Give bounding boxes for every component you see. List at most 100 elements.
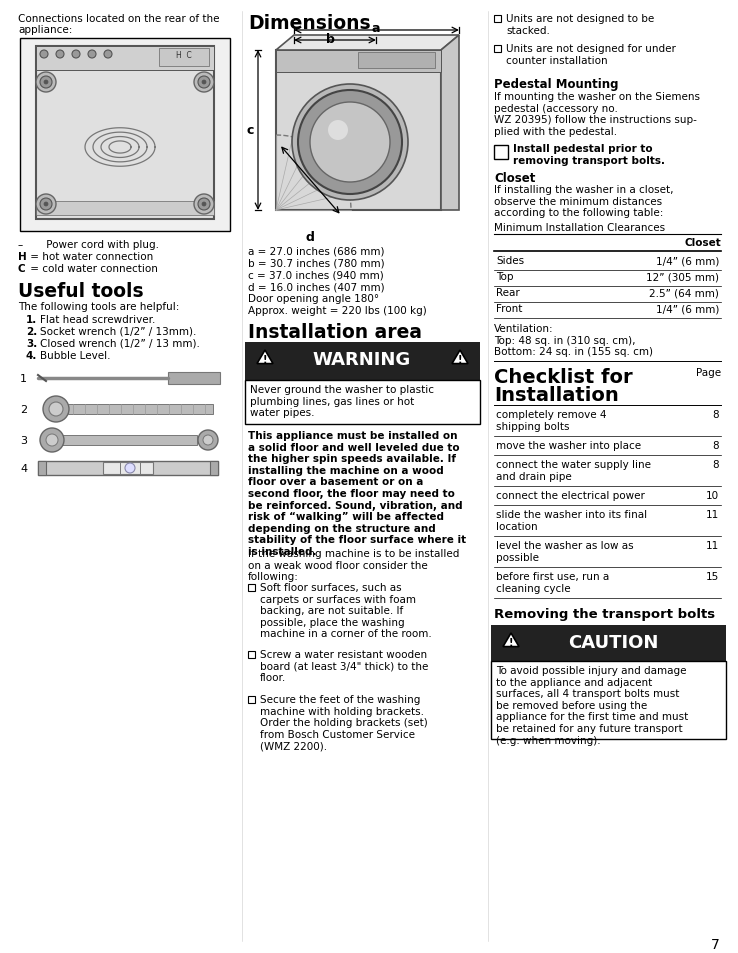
Text: Closet: Closet: [684, 237, 721, 248]
Text: Units are not designed to be
stacked.: Units are not designed to be stacked.: [506, 14, 655, 35]
Bar: [245, 343, 480, 380]
Circle shape: [40, 429, 64, 453]
Bar: [62, 436, 197, 446]
Text: Connections located on the rear of the: Connections located on the rear of the: [18, 14, 219, 24]
Text: before first use, run a
cleaning cycle: before first use, run a cleaning cycle: [496, 572, 610, 593]
Text: Top: Top: [496, 272, 514, 282]
Circle shape: [44, 81, 48, 85]
Text: 1: 1: [20, 374, 27, 384]
Bar: [276, 51, 441, 73]
Polygon shape: [503, 634, 519, 647]
Circle shape: [198, 431, 218, 451]
Circle shape: [198, 199, 210, 211]
Bar: [36, 47, 214, 71]
Text: Useful tools: Useful tools: [18, 282, 144, 301]
Text: Soft floor surfaces, such as
carpets or surfaces with foam
backing, are not suit: Soft floor surfaces, such as carpets or …: [260, 582, 432, 639]
Bar: [68, 405, 213, 415]
Text: If the washing machine is to be installed
on a weak wood floor consider the
foll: If the washing machine is to be installe…: [248, 548, 459, 581]
Text: Closet: Closet: [494, 172, 535, 185]
Text: 8: 8: [712, 440, 719, 451]
Bar: [168, 373, 220, 385]
Text: d: d: [306, 231, 314, 244]
Text: b = 30.7 inches (780 mm): b = 30.7 inches (780 mm): [248, 257, 384, 268]
Text: 11: 11: [706, 510, 719, 519]
Circle shape: [43, 396, 69, 422]
Text: = hot water connection: = hot water connection: [27, 252, 154, 262]
Text: 2.5” (64 mm): 2.5” (64 mm): [649, 288, 719, 297]
Text: Power cord with plug.: Power cord with plug.: [30, 240, 159, 250]
Bar: [491, 661, 726, 740]
Circle shape: [328, 121, 348, 141]
Text: Page: Page: [696, 368, 721, 377]
Text: Front: Front: [496, 304, 523, 314]
Text: 2.: 2.: [26, 327, 37, 336]
Bar: [245, 380, 480, 424]
Text: 4.: 4.: [26, 351, 38, 360]
Bar: [358, 53, 435, 69]
Text: Door opening angle 180°: Door opening angle 180°: [248, 294, 379, 304]
Bar: [491, 625, 726, 661]
Polygon shape: [276, 36, 459, 51]
Text: To avoid possible injury and damage
to the appliance and adjacent
surfaces, all : To avoid possible injury and damage to t…: [496, 665, 689, 745]
Bar: [36, 47, 214, 220]
Circle shape: [56, 51, 64, 59]
Bar: [103, 462, 153, 475]
Text: Ventilation:
Top: 48 sq. in (310 sq. cm),
Bottom: 24 sq. in (155 sq. cm): Ventilation: Top: 48 sq. in (310 sq. cm)…: [494, 324, 653, 356]
Bar: [20, 39, 230, 232]
Circle shape: [202, 81, 206, 85]
Text: 1/4” (6 mm): 1/4” (6 mm): [655, 255, 719, 266]
Text: H  C: H C: [176, 51, 192, 60]
Text: Closed wrench (1/2” / 13 mm).: Closed wrench (1/2” / 13 mm).: [40, 338, 200, 349]
Circle shape: [198, 77, 210, 89]
Circle shape: [40, 77, 52, 89]
Text: appliance:: appliance:: [18, 25, 72, 35]
Text: Socket wrench (1/2” / 13mm).: Socket wrench (1/2” / 13mm).: [40, 327, 196, 336]
Text: C: C: [18, 264, 26, 274]
Text: Dimensions: Dimensions: [248, 14, 370, 33]
Text: Installation: Installation: [494, 386, 618, 405]
Text: !: !: [458, 355, 462, 364]
Text: 1.: 1.: [26, 314, 37, 325]
Circle shape: [203, 436, 213, 446]
Text: !: !: [263, 355, 267, 364]
Circle shape: [292, 85, 408, 201]
Bar: [494, 16, 501, 23]
Bar: [159, 49, 209, 67]
Bar: [494, 46, 501, 53]
Text: CAUTION: CAUTION: [568, 634, 658, 651]
Text: If mounting the washer on the Siemens
pedestal (accessory no.
WZ 20395) follow t: If mounting the washer on the Siemens pe…: [494, 91, 700, 136]
Text: This appliance must be installed on
a solid floor and well leveled due to
the hi: This appliance must be installed on a so…: [248, 431, 466, 557]
Text: Approx. weight = 220 lbs (100 kg): Approx. weight = 220 lbs (100 kg): [248, 306, 427, 315]
Bar: [248, 697, 255, 703]
Text: Flat head screwdriver.: Flat head screwdriver.: [40, 314, 156, 325]
Circle shape: [202, 203, 206, 207]
Text: connect the water supply line
and drain pipe: connect the water supply line and drain …: [496, 459, 651, 481]
Text: Never ground the washer to plastic
plumbing lines, gas lines or hot
water pipes.: Never ground the washer to plastic plumb…: [250, 385, 434, 417]
Polygon shape: [257, 351, 273, 364]
Circle shape: [88, 51, 96, 59]
Bar: [36, 202, 214, 215]
Circle shape: [44, 203, 48, 207]
Circle shape: [36, 194, 56, 214]
Polygon shape: [441, 36, 459, 211]
Text: 1/4” (6 mm): 1/4” (6 mm): [655, 304, 719, 314]
Text: The following tools are helpful:: The following tools are helpful:: [18, 302, 179, 312]
Text: c = 37.0 inches (940 mm): c = 37.0 inches (940 mm): [248, 270, 384, 280]
Text: Removing the transport bolts: Removing the transport bolts: [494, 607, 715, 620]
Text: a = 27.0 inches (686 mm): a = 27.0 inches (686 mm): [248, 246, 384, 255]
Text: removing transport bolts.: removing transport bolts.: [513, 156, 665, 166]
Text: 7: 7: [711, 937, 720, 951]
Text: Secure the feet of the washing
machine with holding brackets.
Order the holding : Secure the feet of the washing machine w…: [260, 695, 428, 751]
Circle shape: [194, 73, 214, 92]
Circle shape: [194, 194, 214, 214]
Text: –: –: [18, 240, 24, 250]
Text: 15: 15: [706, 572, 719, 581]
Bar: [494, 146, 508, 160]
Text: 12” (305 mm): 12” (305 mm): [646, 272, 719, 282]
Circle shape: [310, 103, 390, 183]
Circle shape: [72, 51, 80, 59]
Text: Bubble Level.: Bubble Level.: [40, 351, 111, 360]
Text: Rear: Rear: [496, 288, 520, 297]
Circle shape: [125, 463, 135, 474]
Text: 3: 3: [20, 436, 27, 446]
